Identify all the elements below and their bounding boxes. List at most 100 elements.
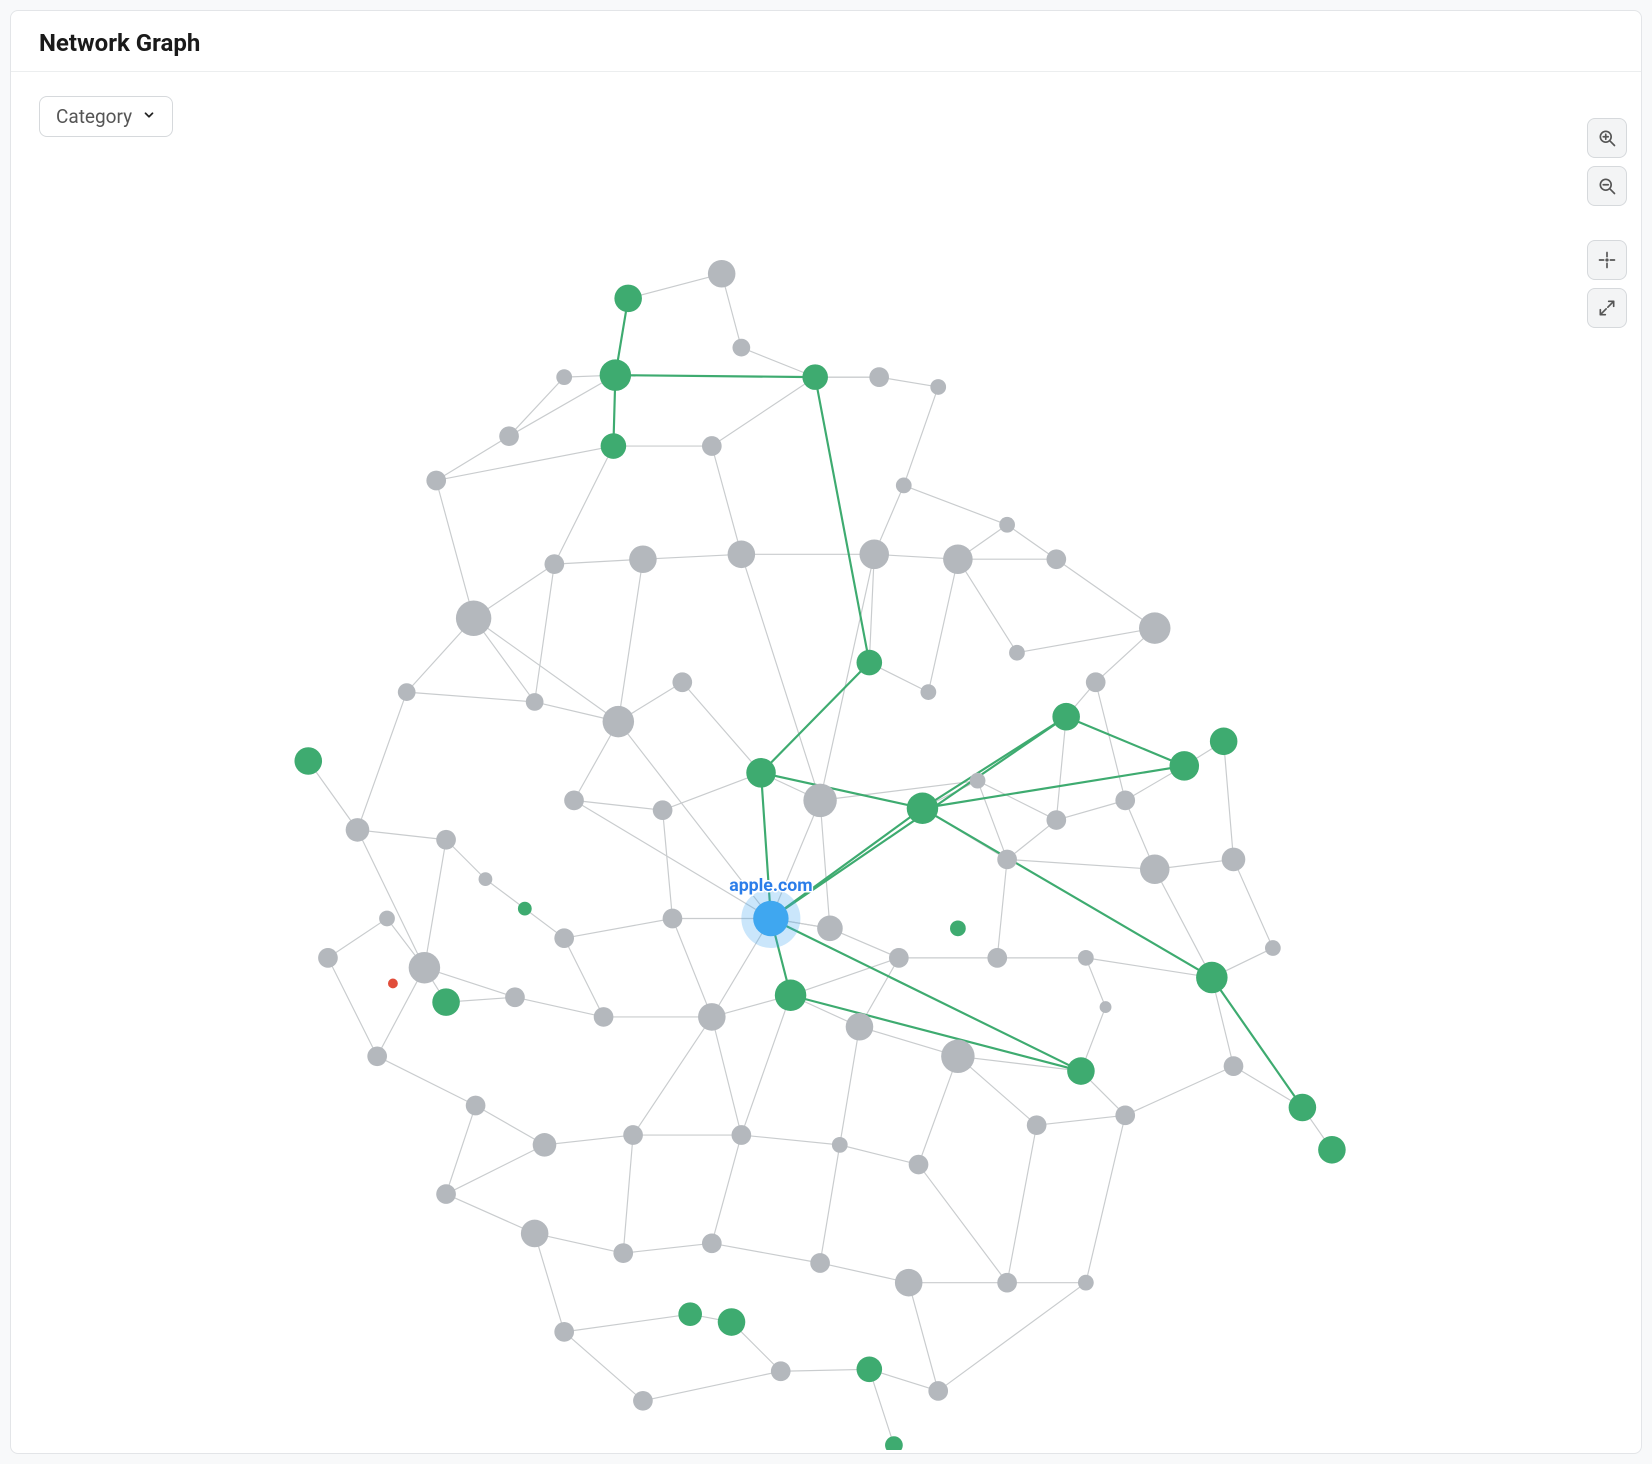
graph-node[interactable] [521, 1220, 549, 1248]
graph-node[interactable] [1115, 791, 1135, 811]
zoom-out-button[interactable] [1587, 166, 1627, 206]
graph-node[interactable] [941, 1040, 974, 1073]
graph-node[interactable] [1027, 1115, 1047, 1135]
graph-node[interactable] [746, 758, 776, 788]
graph-node[interactable] [346, 818, 370, 842]
graph-node[interactable] [909, 1155, 929, 1175]
graph-node[interactable] [1086, 672, 1106, 692]
graph-node[interactable] [857, 1356, 883, 1382]
graph-node[interactable] [869, 367, 889, 387]
graph-node[interactable] [889, 948, 909, 968]
graph-node[interactable] [663, 909, 683, 929]
graph-node[interactable] [708, 260, 736, 288]
graph-node[interactable] [1210, 728, 1238, 756]
graph-node[interactable] [950, 920, 966, 936]
graph-node[interactable] [1078, 1275, 1094, 1291]
graph-node[interactable] [970, 773, 986, 789]
graph-node[interactable] [987, 948, 1007, 968]
graph-node[interactable] [1078, 950, 1094, 966]
graph-node[interactable] [1139, 612, 1170, 643]
graph-node[interactable] [775, 980, 806, 1011]
graph-node[interactable] [678, 1302, 702, 1326]
graph-node[interactable] [810, 1253, 830, 1273]
recenter-button[interactable] [1587, 240, 1627, 280]
graph-node[interactable] [367, 1046, 387, 1066]
fullscreen-button[interactable] [1587, 288, 1627, 328]
graph-node[interactable] [732, 339, 750, 357]
graph-node[interactable] [1009, 645, 1025, 661]
graph-node[interactable] [398, 683, 416, 701]
graph-node[interactable] [379, 911, 395, 927]
graph-node[interactable] [1067, 1057, 1095, 1085]
graph-node[interactable] [432, 988, 460, 1016]
graph-node[interactable] [698, 1003, 726, 1031]
graph-node[interactable] [753, 901, 788, 936]
graph-node[interactable] [1196, 962, 1227, 993]
graph-node[interactable] [896, 478, 912, 494]
graph-node[interactable] [426, 471, 446, 491]
graph-node[interactable] [672, 672, 692, 692]
graph-node[interactable] [907, 792, 938, 823]
graph-node[interactable] [718, 1308, 746, 1336]
graph-node[interactable] [613, 1243, 633, 1263]
category-dropdown[interactable]: Category [39, 96, 173, 137]
graph-node[interactable] [997, 1273, 1017, 1293]
graph-node[interactable] [895, 1269, 923, 1297]
graph-node[interactable] [832, 1137, 848, 1153]
graph-node[interactable] [526, 693, 544, 711]
graph-node[interactable] [603, 706, 634, 737]
graph-node[interactable] [653, 800, 673, 820]
graph-node[interactable] [629, 545, 657, 573]
graph-node[interactable] [999, 517, 1015, 533]
graph-node[interactable] [556, 369, 572, 385]
graph-node[interactable] [294, 747, 322, 775]
graph-node[interactable] [1052, 703, 1080, 731]
graph-node[interactable] [1265, 940, 1281, 956]
graph-node[interactable] [479, 872, 493, 886]
graph-node[interactable] [1318, 1136, 1346, 1164]
graph-node[interactable] [594, 1007, 614, 1027]
graph-node[interactable] [436, 830, 456, 850]
graph-node[interactable] [554, 1322, 574, 1342]
graph-node[interactable] [436, 1184, 456, 1204]
graph-node[interactable] [456, 601, 491, 636]
network-graph-canvas[interactable]: apple.com [11, 72, 1641, 1450]
graph-node[interactable] [600, 359, 631, 390]
graph-node[interactable] [318, 948, 338, 968]
graph-node[interactable] [388, 979, 398, 989]
graph-node[interactable] [930, 379, 946, 395]
graph-node[interactable] [1222, 848, 1246, 872]
zoom-in-button[interactable] [1587, 118, 1627, 158]
graph-node[interactable] [920, 684, 936, 700]
graph-node[interactable] [409, 952, 440, 983]
graph-node[interactable] [817, 916, 843, 942]
graph-node[interactable] [802, 364, 828, 390]
graph-node[interactable] [857, 650, 883, 676]
graph-node[interactable] [803, 784, 836, 817]
graph-node[interactable] [554, 928, 574, 948]
graph-node[interactable] [466, 1096, 486, 1116]
graph-node[interactable] [702, 436, 722, 456]
graph-node[interactable] [623, 1125, 643, 1145]
graph-node[interactable] [846, 1013, 874, 1041]
graph-node[interactable] [564, 791, 584, 811]
graph-node[interactable] [1140, 855, 1170, 885]
graph-node[interactable] [544, 554, 564, 574]
graph-node[interactable] [1224, 1056, 1244, 1076]
graph-node[interactable] [499, 426, 519, 446]
graph-node[interactable] [614, 285, 642, 313]
graph-node[interactable] [518, 902, 532, 916]
graph-node[interactable] [702, 1233, 722, 1253]
graph-node[interactable] [601, 433, 627, 459]
graph-node[interactable] [1170, 751, 1200, 781]
graph-node[interactable] [859, 540, 889, 570]
graph-node[interactable] [1100, 1001, 1112, 1013]
graph-node[interactable] [1115, 1106, 1135, 1126]
graph-node[interactable] [928, 1381, 948, 1401]
graph-node[interactable] [1289, 1094, 1317, 1122]
graph-node[interactable] [1046, 810, 1066, 830]
graph-node[interactable] [771, 1361, 791, 1381]
graph-node[interactable] [1046, 549, 1066, 569]
graph-node[interactable] [505, 987, 525, 1007]
graph-node[interactable] [728, 541, 756, 569]
